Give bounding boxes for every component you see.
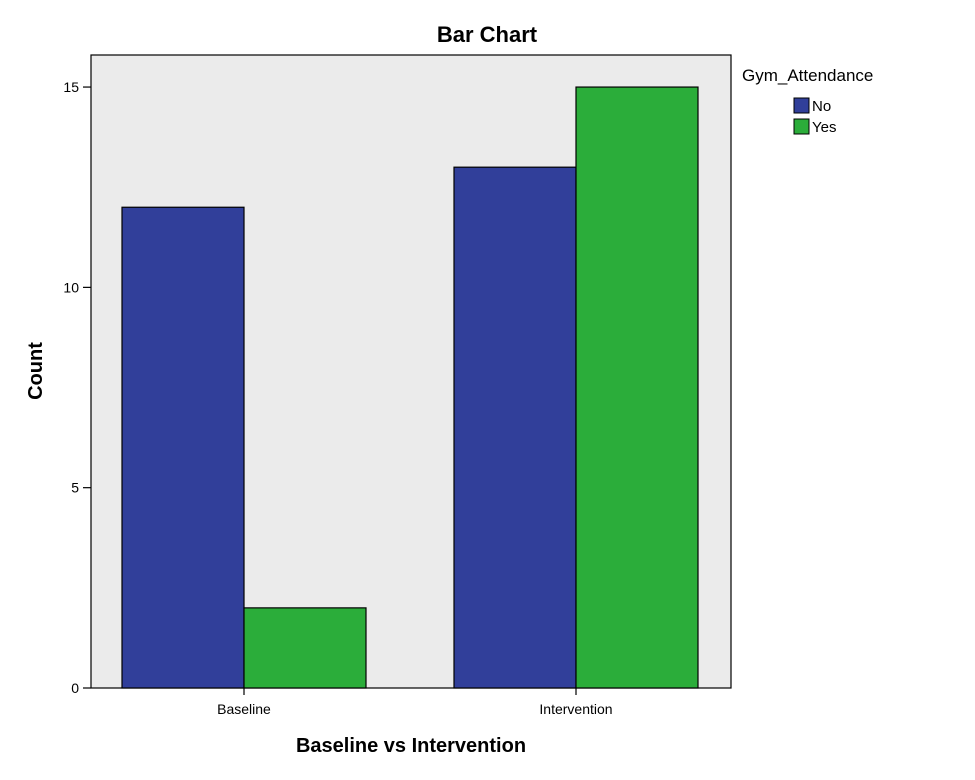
chart-title: Bar Chart	[437, 22, 538, 47]
x-tick-label: Intervention	[539, 701, 612, 717]
x-axis: Baseline Intervention	[217, 688, 613, 717]
x-axis-title: Baseline vs Intervention	[296, 735, 526, 757]
legend-swatch-yes	[793, 118, 810, 135]
bar-baseline-no	[121, 206, 245, 689]
bars-group	[121, 86, 699, 689]
y-tick-label: 15	[63, 79, 79, 95]
y-tick-label: 0	[71, 680, 79, 696]
legend-label-yes: Yes	[812, 119, 836, 136]
y-tick-label: 10	[63, 279, 79, 295]
x-tick-label: Baseline	[217, 701, 271, 717]
bar-intervention-no	[453, 166, 577, 689]
y-axis-title: Count	[25, 342, 47, 400]
legend-items: No Yes	[793, 97, 836, 136]
bar-baseline-yes	[243, 607, 367, 689]
legend-swatch-no	[793, 97, 810, 114]
legend-label-no: No	[812, 98, 831, 115]
legend: Gym_Attendance No Yes	[742, 66, 873, 136]
bar-intervention-yes	[575, 86, 699, 689]
legend-title: Gym_Attendance	[742, 66, 873, 85]
y-tick-label: 5	[71, 480, 79, 496]
y-axis: 0 5 10 15	[63, 79, 91, 696]
